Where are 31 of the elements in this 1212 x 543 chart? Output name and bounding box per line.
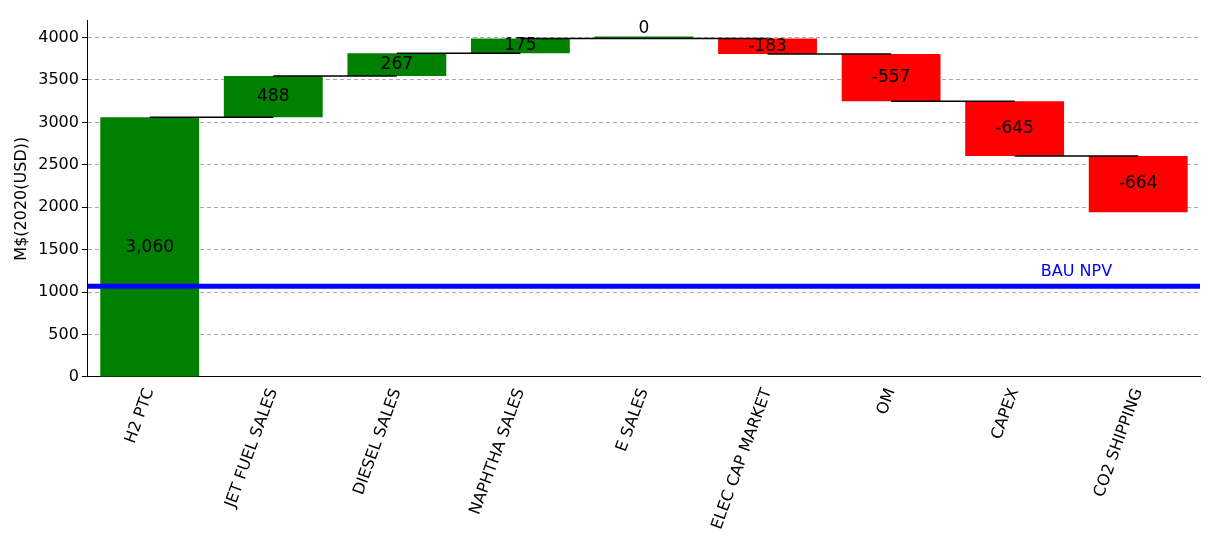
bar <box>223 75 323 118</box>
y-tick-label: 2500 <box>38 153 79 173</box>
data-label: -645 <box>995 116 1034 137</box>
y-tick-label: 3000 <box>38 111 79 131</box>
data-label: 3,060 <box>125 235 175 256</box>
y-tick-label: 1500 <box>38 238 79 258</box>
ref-line-label: BAU NPV <box>1040 261 1113 281</box>
bar <box>1088 155 1188 213</box>
bar <box>100 117 200 377</box>
data-label: -664 <box>1118 172 1158 193</box>
bar <box>965 101 1065 156</box>
y-axis-title: M$(2020(USD)) <box>10 136 30 261</box>
y-tick-label: 1000 <box>38 281 79 301</box>
data-label: -183 <box>748 34 787 55</box>
y-tick-label: 0 <box>68 366 79 386</box>
x-tick-label: H2 PTC <box>120 385 158 446</box>
data-label: 488 <box>257 85 290 106</box>
y-tick-label: 4000 <box>38 26 79 46</box>
data-label: -557 <box>871 65 911 86</box>
x-tick-label: CAPEX <box>986 385 1023 442</box>
x-tick-label: E SALES <box>611 385 652 454</box>
x-tick-label: JET FUEL SALES <box>219 385 281 511</box>
x-tick-label: OM <box>871 385 899 417</box>
bar <box>594 36 694 39</box>
data-label: 267 <box>380 53 414 74</box>
bar <box>841 53 941 102</box>
data-label: 0 <box>638 16 650 37</box>
y-tick-label: 3500 <box>38 69 79 89</box>
y-tick-label: 500 <box>48 323 79 343</box>
y-tick-label: 2000 <box>38 196 79 216</box>
data-label: 175 <box>504 34 537 55</box>
